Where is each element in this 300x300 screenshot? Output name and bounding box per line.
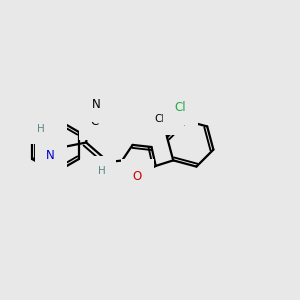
Text: C: C	[90, 115, 99, 128]
Text: N: N	[92, 98, 100, 111]
Text: N: N	[46, 149, 55, 162]
Text: Cl: Cl	[175, 101, 186, 114]
Text: H: H	[98, 166, 106, 176]
Text: O: O	[133, 170, 142, 184]
Text: N: N	[46, 129, 55, 142]
Text: H: H	[37, 124, 45, 134]
Text: CH₃: CH₃	[154, 114, 174, 124]
